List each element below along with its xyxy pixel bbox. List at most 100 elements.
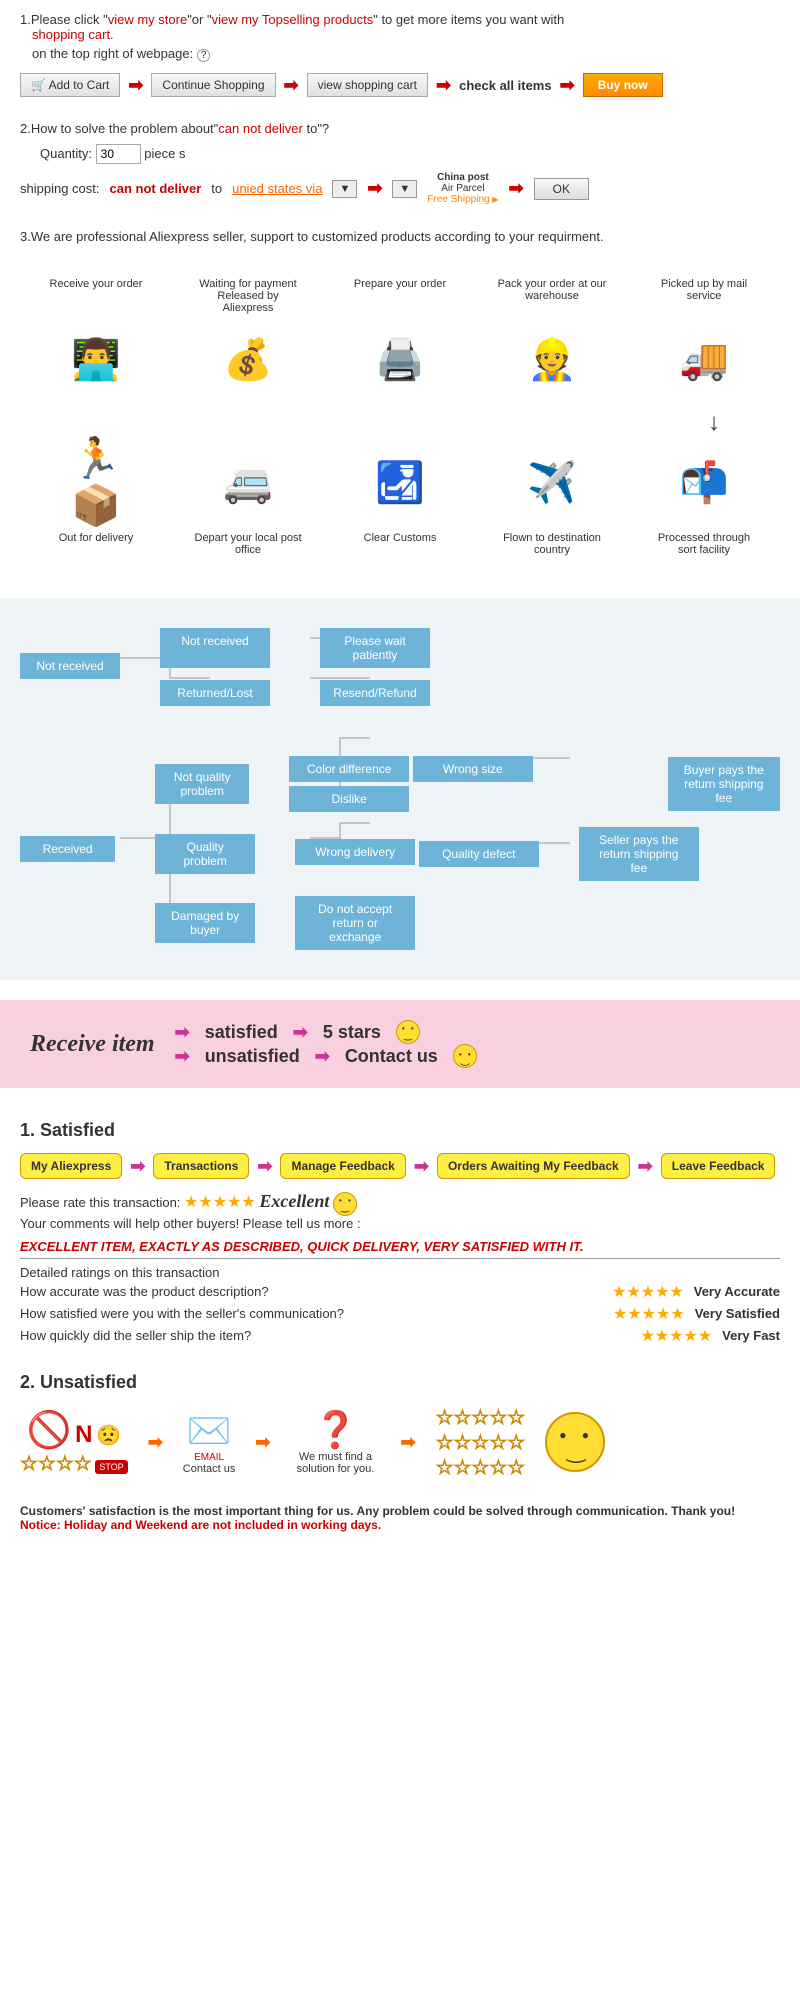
flow-label: Clear Customs bbox=[345, 532, 455, 544]
unsatisfied-flow: 🚫 N 😟 ☆☆☆☆ STOP ➡ ✉️ EMAIL Contact us ➡ … bbox=[20, 1405, 780, 1480]
ship-label: shipping cost: bbox=[20, 181, 100, 196]
button-row: 🛒 Add to Cart ➡ Continue Shopping ➡ view… bbox=[20, 73, 780, 97]
stop-sign: STOP bbox=[95, 1460, 127, 1474]
qty-label: Quantity: bbox=[40, 146, 92, 161]
tree-node: Wrong size bbox=[413, 756, 533, 782]
solution-label: We must find a solution for you. bbox=[290, 1451, 380, 1475]
orders-awaiting-button[interactable]: Orders Awaiting My Feedback bbox=[437, 1153, 630, 1179]
no-block: 🚫 N 😟 ☆☆☆☆ STOP bbox=[20, 1409, 128, 1476]
sad-icon: 😟 bbox=[96, 1425, 121, 1447]
ship-row: shipping cost:can not deliver to unied s… bbox=[20, 172, 780, 205]
flow-icons-bottom: 🏃📦 🚐 🛃 ✈️ 📬 bbox=[20, 447, 780, 522]
tree-node: Dislike bbox=[289, 786, 409, 812]
down-arrow: ↓ bbox=[20, 409, 780, 437]
q: How satisfied were you with the seller's… bbox=[20, 1306, 613, 1321]
tree-node: Color difference bbox=[289, 756, 409, 782]
dropdown-icon[interactable]: ▼ bbox=[392, 180, 417, 198]
arrow-icon: ➡ bbox=[638, 1156, 653, 1177]
t: "or " bbox=[187, 12, 211, 27]
step2: 2.How to solve the problem about"can not… bbox=[0, 109, 800, 217]
tree-node: Damaged by buyer bbox=[155, 903, 255, 943]
pieces-label: piece s bbox=[144, 146, 185, 161]
step1-text: 1.Please click "view my store"or "view m… bbox=[20, 12, 780, 42]
stars: ★★★★★ bbox=[613, 1304, 685, 1324]
receive-item-banner: Receive item ➡ satisfied ➡ 5 stars ➡ uns… bbox=[0, 1000, 800, 1088]
link-view-store[interactable]: view my store bbox=[108, 12, 187, 27]
satisfied-label: satisfied bbox=[205, 1022, 278, 1043]
arrow-icon: ➡ bbox=[436, 75, 451, 96]
footer: Customers' satisfaction is the most impo… bbox=[0, 1492, 800, 1544]
banner-title: Receive item bbox=[30, 1031, 155, 1058]
money-bag-icon: 💰 bbox=[213, 324, 283, 394]
arrow-icon: ➡ bbox=[400, 1432, 415, 1453]
step2-text: 2.How to solve the problem about"can not… bbox=[20, 121, 780, 136]
flow-top: Receive your order Waiting for payment R… bbox=[20, 278, 780, 314]
buy-now-button[interactable]: Buy now bbox=[583, 73, 663, 97]
tree-node: Please wait patiently bbox=[320, 628, 430, 668]
dropdown-icon[interactable]: ▼ bbox=[332, 180, 357, 198]
help-icon: ? bbox=[197, 49, 211, 62]
subtext: on the top right of webpage: bbox=[32, 46, 193, 61]
arrow-icon: ➡ bbox=[367, 178, 382, 199]
unsatisfied-label: unsatisfied bbox=[205, 1046, 300, 1067]
tree-node: Quality defect bbox=[419, 841, 539, 867]
arrow-icon: ➡ bbox=[175, 1046, 190, 1067]
continue-shopping-button[interactable]: Continue Shopping bbox=[151, 73, 275, 97]
stars-grid: ☆☆☆☆☆ ☆☆☆☆☆ ☆☆☆☆☆ bbox=[436, 1405, 526, 1480]
airplane-icon: ✈️ bbox=[517, 447, 587, 517]
decision-tree: Not received Not received Please wait pa… bbox=[0, 598, 800, 980]
a: Very Fast bbox=[722, 1328, 780, 1343]
footer-notice: Notice: Holiday and Weekend are not incl… bbox=[20, 1518, 780, 1532]
china-post-block: China post Air Parcel Free Shipping ▶ bbox=[427, 172, 498, 205]
t: " to get more items you want with bbox=[373, 12, 564, 27]
manage-feedback-button[interactable]: Manage Feedback bbox=[280, 1153, 405, 1179]
transactions-button[interactable]: Transactions bbox=[153, 1153, 249, 1179]
delivery-person-icon: 🏃📦 bbox=[61, 447, 131, 517]
angry-icon bbox=[453, 1044, 477, 1068]
tree-node: Not quality problem bbox=[155, 764, 249, 804]
free-ship: Free Shipping ▶ bbox=[427, 194, 498, 205]
leave-feedback-button[interactable]: Leave Feedback bbox=[661, 1153, 776, 1179]
cart-icon: 🛒 bbox=[31, 78, 46, 92]
review-text: EXCELLENT ITEM, EXACTLY AS DESCRIBED, QU… bbox=[20, 1235, 780, 1259]
star-icon: ★★★★★ bbox=[184, 1194, 256, 1211]
qty-block: Quantity: piece s bbox=[40, 144, 185, 164]
q: How quickly did the seller ship the item… bbox=[20, 1328, 640, 1343]
tree-not-received: Not received bbox=[20, 653, 120, 679]
flow-label: Processed through sort facility bbox=[649, 532, 759, 556]
flow-item: Receive your order bbox=[41, 278, 151, 290]
excellent-label: Excellent bbox=[259, 1191, 329, 1211]
arrow-icon: ➡ bbox=[255, 1432, 270, 1453]
tree-node: Returned/Lost bbox=[160, 680, 270, 706]
add-to-cart-button[interactable]: 🛒 Add to Cart bbox=[20, 73, 120, 97]
arrow-icon: ➡ bbox=[509, 178, 524, 199]
view-cart-button[interactable]: view shopping cart bbox=[307, 73, 428, 97]
customs-icon: 🛃 bbox=[365, 447, 435, 517]
flow-icons-top: 👨‍💻 💰 🖨️ 👷 🚚 bbox=[20, 324, 780, 399]
satisfied-section: 1. Satisfied My Aliexpress ➡ Transaction… bbox=[0, 1108, 800, 1360]
flow-bottom: Out for delivery Depart your local post … bbox=[20, 532, 780, 556]
step3-text: 3.We are professional Aliexpress seller,… bbox=[20, 229, 780, 244]
stars: ★★★★★ bbox=[640, 1326, 712, 1346]
quantity-input[interactable] bbox=[96, 144, 141, 164]
country-link[interactable]: unied states via bbox=[232, 181, 322, 196]
stars: ☆☆☆☆ bbox=[20, 1453, 92, 1475]
flow-item: Waiting for payment Released by Aliexpre… bbox=[193, 278, 303, 314]
ok-button[interactable]: OK bbox=[534, 178, 589, 200]
flow-label: Picked up by mail service bbox=[649, 278, 759, 302]
arrow-icon: ➡ bbox=[560, 75, 575, 96]
tree-node: Not received bbox=[160, 628, 270, 668]
contact-label: Contact us bbox=[183, 1463, 236, 1475]
big-smiley-icon bbox=[545, 1412, 605, 1472]
my-aliexpress-button[interactable]: My Aliexpress bbox=[20, 1153, 122, 1179]
a: Very Accurate bbox=[694, 1284, 780, 1299]
question-icon: ❓ bbox=[290, 1409, 380, 1451]
satisfied-heading: 1. Satisfied bbox=[20, 1120, 780, 1141]
package-icon: 📬 bbox=[669, 447, 739, 517]
flow-item: Depart your local post office bbox=[193, 532, 303, 556]
flow-item: Out for delivery bbox=[41, 532, 151, 544]
flow-label: Out for delivery bbox=[41, 532, 151, 544]
link-topselling[interactable]: view my Topselling products bbox=[212, 12, 374, 27]
printer-icon: 🖨️ bbox=[365, 324, 435, 394]
unsatisfied-section: 2. Unsatisfied 🚫 N 😟 ☆☆☆☆ STOP ➡ ✉️ EMAI… bbox=[0, 1360, 800, 1492]
